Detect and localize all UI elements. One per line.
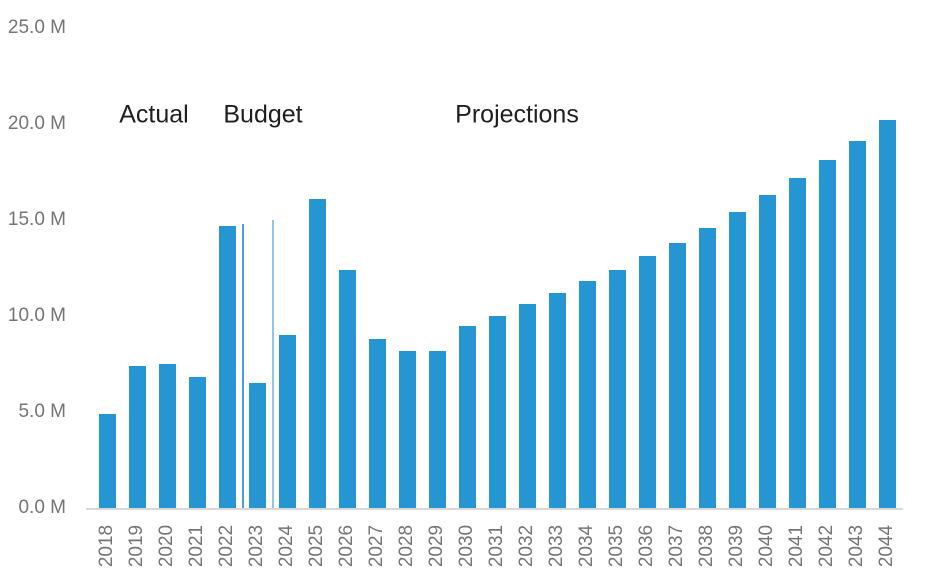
x-axis-tick-label: 2032 [516,524,537,568]
bar-2026[interactable] [339,270,356,508]
x-axis-tick-label: 2020 [156,524,177,568]
bar-2021[interactable] [189,377,206,508]
bar-2031[interactable] [489,316,506,508]
x-axis-tick-label: 2027 [366,524,387,568]
x-axis-tick-label: 2024 [276,524,297,568]
y-axis-tick-label: 25.0 M [7,17,66,38]
x-axis-tick-label: 2042 [816,524,837,568]
x-axis-tick-label: 2035 [606,524,627,568]
bar-2044[interactable] [879,120,896,508]
bar-2040[interactable] [759,195,776,508]
x-axis-tick-label: 2018 [96,524,117,568]
x-axis-tick-label: 2022 [216,524,237,568]
x-axis-tick-label: 2044 [876,524,897,568]
x-axis-tick-label: 2040 [756,524,777,568]
bar-2036[interactable] [639,256,656,508]
zone-label-projections: Projections [455,100,579,129]
y-axis-tick-label: 20.0 M [7,113,66,134]
x-axis-tick-label: 2025 [306,524,327,568]
bar-2034[interactable] [579,281,596,508]
bar-2024[interactable] [279,335,296,508]
bar-2023[interactable] [249,383,266,508]
x-axis-tick-label: 2038 [696,524,717,568]
bar-2027[interactable] [369,339,386,508]
x-axis-tick-label: 2019 [126,524,147,568]
x-axis-tick-label: 2021 [186,524,207,568]
x-axis-tick-label: 2033 [546,524,567,568]
y-axis-tick-label: 5.0 M [18,401,66,422]
bar-2032[interactable] [519,304,536,508]
x-axis-tick-label: 2023 [246,524,267,568]
y-axis-tick-label: 0.0 M [18,497,66,518]
bar-2030[interactable] [459,326,476,508]
bar-2019[interactable] [129,366,146,508]
y-axis-tick-label: 10.0 M [7,305,66,326]
y-axis-tick-label: 15.0 M [7,209,66,230]
bar-2025[interactable] [309,199,326,508]
bar-2043[interactable] [849,141,866,508]
x-axis-tick-label: 2030 [456,524,477,568]
bar-2022[interactable] [219,226,236,508]
x-axis-line [86,508,903,510]
bar-2042[interactable] [819,160,836,508]
divider-line-after-2023 [272,220,274,508]
bar-2041[interactable] [789,178,806,508]
x-axis-tick-label: 2029 [426,524,447,568]
x-axis-tick-label: 2034 [576,524,597,568]
x-axis-tick-label: 2043 [846,524,867,568]
x-axis-tick-label: 2037 [666,524,687,568]
bar-2038[interactable] [699,228,716,508]
bar-2020[interactable] [159,364,176,508]
bar-2029[interactable] [429,351,446,508]
x-axis-tick-label: 2026 [336,524,357,568]
bar-2018[interactable] [99,414,116,508]
x-axis-tick-label: 2031 [486,524,507,568]
bar-2033[interactable] [549,293,566,508]
zone-label-actual: Actual [119,100,189,129]
x-axis-tick-label: 2028 [396,524,417,568]
x-axis-tick-label: 2039 [726,524,747,568]
bar-2028[interactable] [399,351,416,508]
bar-2035[interactable] [609,270,626,508]
bar-2039[interactable] [729,212,746,508]
zone-label-budget: Budget [223,100,303,129]
bar-2037[interactable] [669,243,686,508]
divider-line-after-2022 [242,224,244,508]
x-axis-tick-label: 2036 [636,524,657,568]
x-axis-tick-label: 2041 [786,524,807,568]
